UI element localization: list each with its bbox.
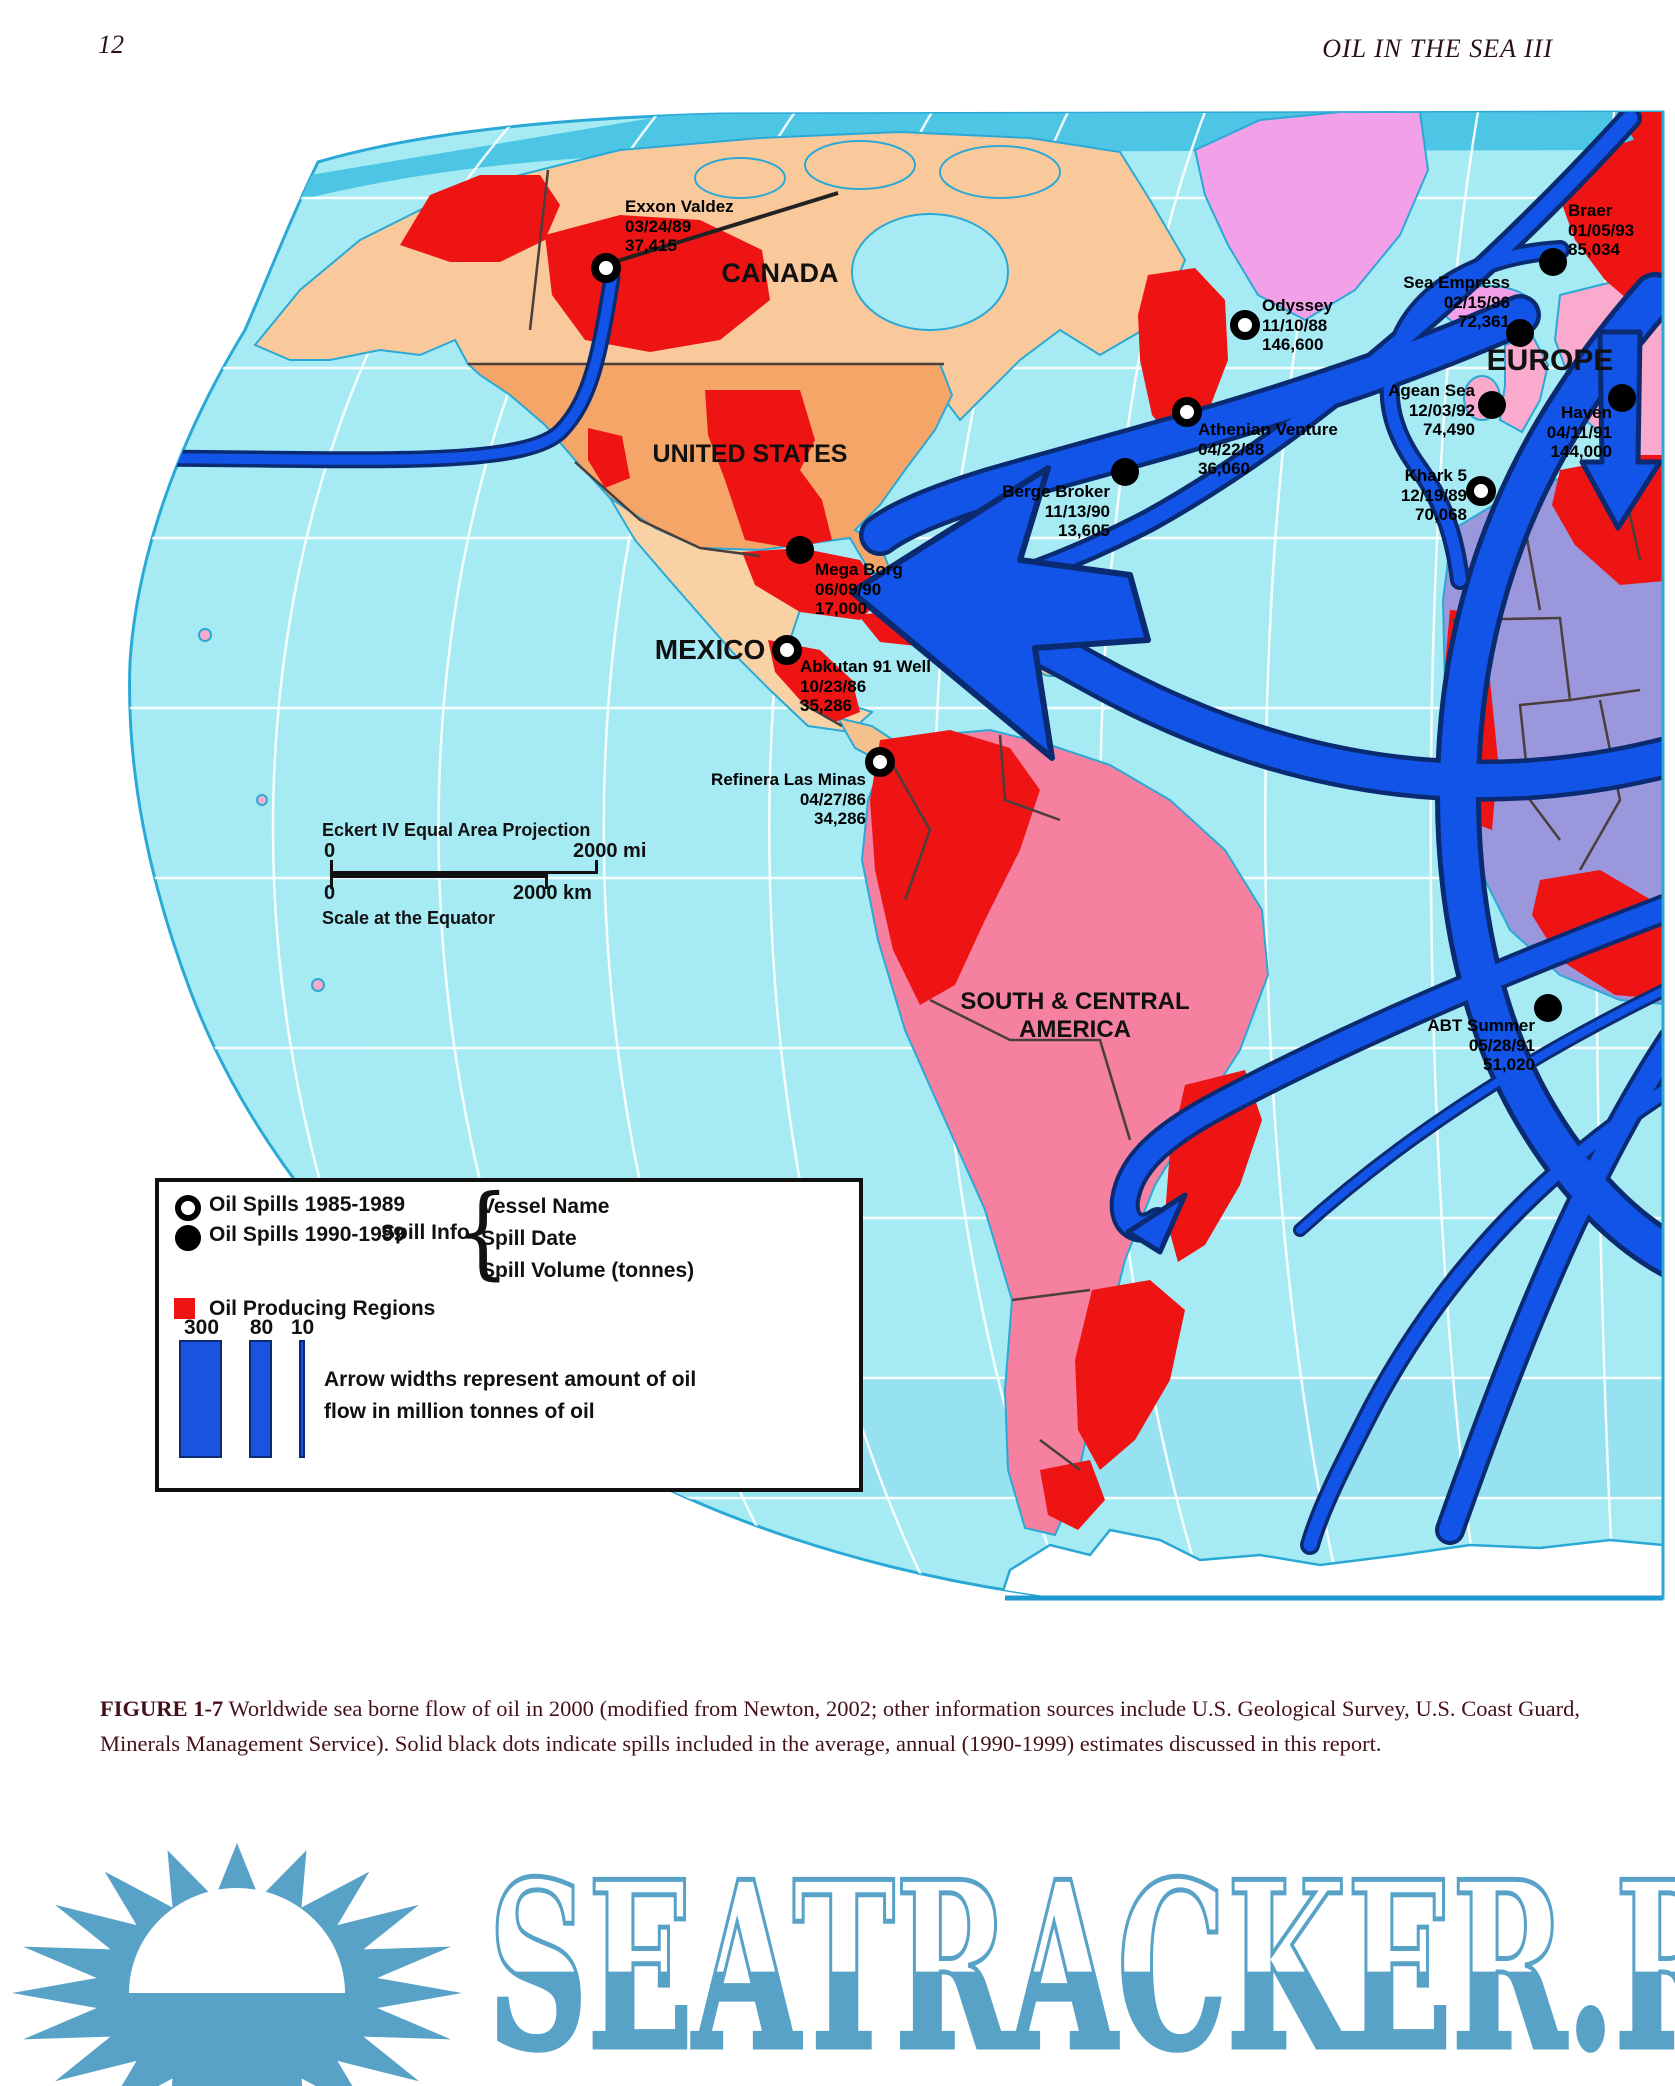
legend-bar-10 [299, 1340, 305, 1458]
legend-bar-300 [179, 1340, 222, 1458]
legend-open-label: Oil Spills 1985-1989 [209, 1193, 406, 1216]
spill-marker-filled [1608, 384, 1636, 412]
figure-caption: FIGURE 1-7 Worldwide sea borne flow of o… [100, 1691, 1580, 1761]
map-legend: Oil Spills 1985-1989 Oil Spills 1990-199… [155, 1178, 863, 1492]
spill-label-abt-summer: ABT Summer 05/28/91 51,020 [1427, 1016, 1535, 1074]
legend-bar-80 [249, 1340, 272, 1458]
arctic-island [804, 140, 916, 190]
spill-marker-open [591, 253, 621, 283]
region-label-united-states: UNITED STATES [652, 440, 848, 468]
spill-label-athenian-venture: Athenian Venture 04/22/88 36,060 [1198, 420, 1338, 478]
watermark-text-solid: SEATRACKER.RU [488, 1832, 1675, 2086]
region-label-mexico: MEXICO [654, 634, 766, 665]
spill-marker-open [1230, 310, 1260, 340]
spill-marker-filled [786, 536, 814, 564]
spill-label-abkutan-91-well: Abkutan 91 Well 10/23/86 35,286 [800, 657, 931, 715]
legend-info-spill-date: Spill Date [481, 1227, 577, 1250]
scale-bar-miles [330, 860, 598, 874]
scale-mi-zero: 0 [324, 840, 336, 862]
legend-producing-label: Oil Producing Regions [209, 1297, 436, 1320]
region-label-south-central-america: SOUTH & CENTRAL AMERICA [960, 988, 1190, 1043]
spill-marker-filled [1111, 458, 1139, 486]
spill-marker-open [1172, 397, 1202, 427]
region-label-europe: EUROPE [1486, 344, 1614, 377]
legend-bar-value-10: 10 [290, 1316, 315, 1339]
legend-producing-square-icon [174, 1298, 195, 1319]
region-label-canada: CANADA [721, 258, 839, 288]
spill-marker-open [865, 747, 895, 777]
legend-open-circle-icon [175, 1195, 201, 1221]
spill-label-haven: Haven 04/11/91 144,000 [1546, 403, 1612, 461]
projection-label: Eckert IV Equal Area Projection [322, 820, 591, 840]
legend-filled-label: Oil Spills 1990-1999 [209, 1223, 406, 1246]
scale-note: Scale at the Equator [322, 908, 496, 928]
spill-marker-open [1466, 476, 1496, 506]
legend-bar-value-80: 80 [249, 1316, 274, 1339]
figure-caption-text: Worldwide sea borne flow of oil in 2000 … [100, 1695, 1580, 1756]
spill-marker-open [772, 635, 802, 665]
spill-label-berge-broker: Berge Broker 11/13/90 13,605 [1002, 482, 1110, 540]
scale-bar-km [330, 873, 548, 889]
sun-logo-icon [12, 1843, 462, 2086]
scale-km-label: 2000 km [513, 882, 592, 904]
spill-label-agean-sea: Agean Sea 12/03/92 74,490 [1388, 381, 1475, 439]
spill-marker-filled [1506, 319, 1534, 347]
running-title: OIL IN THE SEA III [1322, 34, 1553, 63]
spill-markers [591, 248, 1636, 1022]
island [311, 978, 325, 992]
scale-mi-label: 2000 mi [573, 840, 647, 862]
legend-brace: { [455, 1173, 510, 1290]
land-antarctica [998, 1528, 1664, 1598]
island [256, 794, 268, 806]
legend-info-spill-volume: Spill Volume (tonnes) [481, 1259, 695, 1282]
spill-marker-filled [1539, 248, 1567, 276]
spill-label-khark-5: Khark 5 12/19/89 70,068 [1400, 466, 1467, 524]
figure-caption-label: FIGURE 1-7 [100, 1695, 224, 1721]
spill-label-braer: Braer 01/05/93 85,034 [1568, 201, 1635, 259]
legend-arrow-note-2: flow in million tonnes of oil [324, 1400, 595, 1423]
land-uk [1498, 333, 1550, 434]
arctic-island [939, 145, 1061, 199]
hudson-bay [851, 213, 1009, 331]
island [198, 628, 212, 642]
legend-info-vessel-name: Vessel Name [481, 1195, 610, 1218]
brazil-arrowhead [1125, 1192, 1188, 1255]
watermark-text-outline: SEATRACKER.RU [486, 1832, 1675, 2086]
spill-label-exxon-valdez: Exxon Valdez 03/24/89 37,415 [625, 197, 734, 255]
watermark: SEATRACKER.RU SEATRACKER.RU [0, 1770, 1675, 2086]
legend-bar-value-300: 300 [183, 1316, 220, 1339]
leader-line [613, 191, 839, 264]
spill-label-sea-empress: Sea Empress 02/15/96 72,361 [1403, 273, 1510, 331]
spill-label-refinera-las-minas: Refinera Las Minas 04/27/86 34,286 [711, 770, 866, 828]
page-number: 12 [98, 30, 124, 59]
mediterranean-arrow [1579, 329, 1663, 531]
arctic-island [694, 157, 786, 199]
spill-label-mega-borg: Mega Borg 06/09/90 17,000 [815, 560, 903, 618]
scale-km-zero: 0 [324, 882, 336, 904]
oil-flow-arrows [129, 112, 1664, 1555]
legend-spill-info-label: Spill Info [381, 1221, 470, 1244]
gulf-arrowhead [849, 465, 1151, 761]
legend-filled-circle-icon [175, 1225, 201, 1251]
legend-arrow-note-1: Arrow widths represent amount of oil [324, 1368, 697, 1391]
land-greenland [1193, 112, 1430, 322]
spill-label-odyssey: Odyssey 11/10/88 146,600 [1262, 296, 1333, 354]
spill-marker-filled [1534, 994, 1562, 1022]
spill-marker-filled [1478, 391, 1506, 419]
